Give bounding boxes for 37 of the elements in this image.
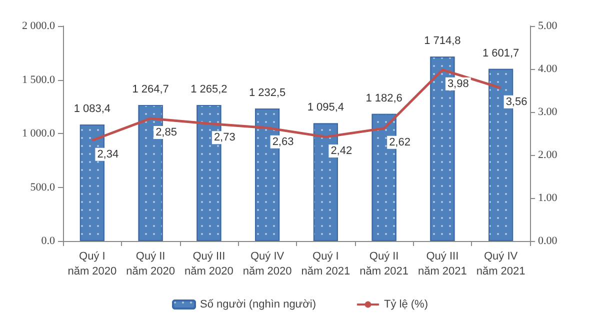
- y2-tick-label: 0.00: [538, 235, 558, 247]
- y-tick-label: 1 500.0: [22, 74, 56, 86]
- data-label: 2,62: [389, 136, 410, 148]
- data-label: 1 714,8: [424, 35, 461, 48]
- x-tick-label: Quý IV năm 2020: [242, 250, 292, 278]
- x-tick-label: Quý IV năm 2021: [476, 250, 526, 278]
- y-tick-label: 1 000.0: [22, 128, 56, 140]
- y-tick-label: 500.0: [30, 181, 56, 194]
- y-tick-label: 0.0: [41, 235, 56, 247]
- data-label: 1 232,5: [248, 87, 286, 100]
- x-tick-label: Quý II năm 2020: [126, 250, 176, 278]
- data-label: 2,34: [97, 148, 119, 160]
- y-tick-label: 2 000.0: [22, 20, 56, 32]
- x-tick-label: Quý III năm 2020: [184, 250, 234, 278]
- y2-tick-label: 4.00: [538, 63, 558, 75]
- data-label: 2,73: [214, 132, 236, 144]
- y2-tick-label: 3.00: [538, 106, 558, 118]
- y2-tick-label: 1.00: [538, 192, 558, 204]
- x-tick-label: Quý II năm 2021: [360, 250, 409, 278]
- data-label: 3,98: [447, 78, 469, 90]
- x-tick-label: Quý III năm 2021: [418, 250, 467, 278]
- legend-label: Tỷ lệ (%): [384, 298, 428, 310]
- x-tick-label: Quý I năm 2021: [301, 250, 350, 278]
- data-label: 1 601,7: [482, 47, 520, 60]
- data-label: 2,63: [272, 136, 294, 148]
- data-label: 3,56: [506, 96, 528, 108]
- y2-tick-label: 2.00: [538, 149, 558, 161]
- data-label: 1 095,4: [307, 102, 344, 114]
- data-label: 2,85: [156, 126, 177, 138]
- x-tick-label: Quý I năm 2020: [68, 250, 117, 278]
- legend-label: Số người (nghìn người): [200, 298, 316, 310]
- y2-tick-label: 5.00: [538, 20, 558, 32]
- data-label: 1 083,4: [74, 103, 111, 116]
- data-label: 1 264,7: [132, 84, 169, 96]
- data-label: 1 182,6: [366, 92, 402, 104]
- data-label: 2,42: [330, 144, 352, 157]
- data-label: 1 265,2: [190, 83, 228, 96]
